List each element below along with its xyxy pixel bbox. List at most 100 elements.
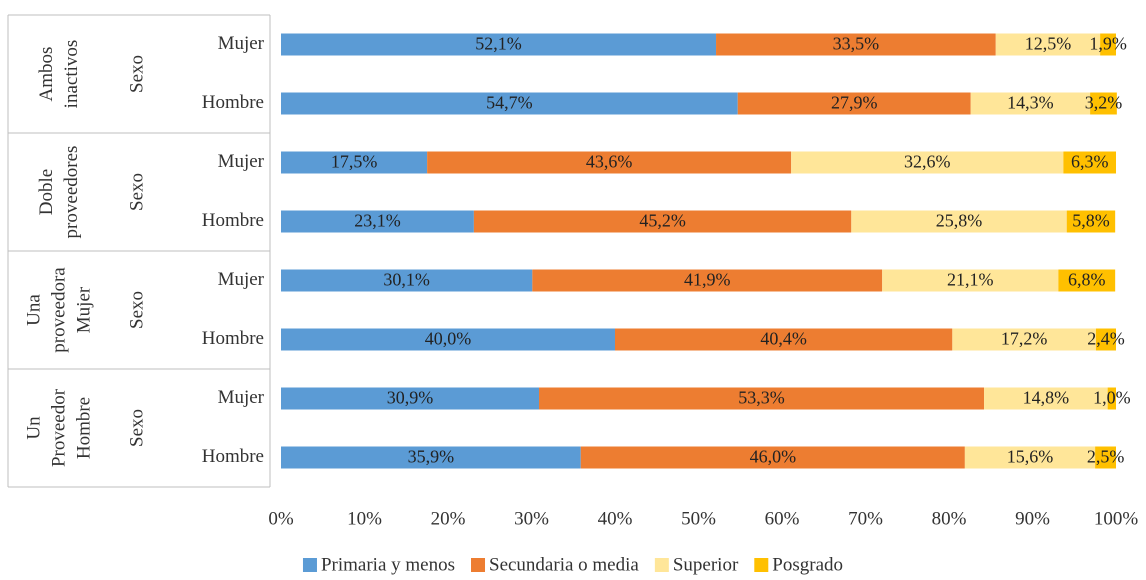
group-label: Doble — [36, 169, 57, 215]
data-label: 27,9% — [831, 93, 878, 113]
x-tick-label: 70% — [848, 508, 883, 529]
x-tick-label: 10% — [347, 508, 382, 529]
group-label: proveedora — [48, 267, 69, 353]
bar-segment — [427, 151, 792, 174]
data-label: 41,9% — [684, 270, 731, 290]
sublabel: Sexo — [126, 291, 147, 329]
legend-label: Posgrado — [772, 554, 843, 575]
data-label: 1,9% — [1089, 34, 1127, 54]
x-tick-label: 20% — [431, 508, 466, 529]
data-label: 23,1% — [354, 211, 401, 231]
data-label: 14,3% — [1007, 93, 1054, 113]
bar-segment — [882, 269, 1059, 292]
category-label: Hombre — [202, 210, 264, 231]
category-label: Hombre — [202, 446, 264, 467]
data-label: 1,0% — [1093, 388, 1131, 408]
x-tick-label: 50% — [681, 508, 716, 529]
bar-segment — [737, 92, 971, 115]
bar-segment — [970, 92, 1091, 115]
x-tick-label: 0% — [268, 508, 294, 529]
category-label: Mujer — [218, 269, 265, 290]
bar-segment — [1095, 446, 1116, 469]
bar-segment — [281, 210, 474, 233]
data-label: 30,1% — [383, 270, 430, 290]
data-label: 53,3% — [738, 388, 785, 408]
bar-segment — [473, 210, 852, 233]
category-label: Hombre — [202, 328, 264, 349]
x-tick-label: 30% — [514, 508, 549, 529]
bar-segment — [281, 92, 738, 115]
data-label: 3,2% — [1085, 93, 1123, 113]
bar-segment — [716, 33, 996, 56]
category-label: Hombre — [202, 92, 264, 113]
bar-segment — [1107, 387, 1116, 410]
data-label: 54,7% — [486, 93, 533, 113]
sublabel: Sexo — [126, 55, 147, 93]
data-label: 46,0% — [750, 447, 797, 467]
data-label: 30,9% — [387, 388, 434, 408]
x-tick-label: 80% — [932, 508, 967, 529]
bar-segment — [964, 446, 1096, 469]
category-label: Mujer — [218, 33, 265, 54]
data-label: 33,5% — [833, 34, 880, 54]
category-label: Mujer — [218, 151, 265, 172]
data-label: 12,5% — [1025, 34, 1072, 54]
sublabel: Sexo — [126, 409, 147, 447]
data-label: 35,9% — [408, 447, 455, 467]
group-label: Ambos — [36, 47, 57, 102]
bar-segment — [1100, 33, 1116, 56]
data-label: 40,4% — [760, 329, 807, 349]
bar-segment — [281, 387, 540, 410]
data-label: 40,0% — [425, 329, 472, 349]
legend-label: Primaria y menos — [321, 554, 455, 575]
bar-segment — [281, 328, 615, 351]
group-label: Hombre — [73, 397, 94, 459]
legend-swatch — [471, 558, 486, 572]
legend-label: Secundaria o media — [489, 554, 639, 575]
data-label: 2,4% — [1087, 329, 1125, 349]
data-label: 21,1% — [947, 270, 994, 290]
x-tick-label: 40% — [598, 508, 633, 529]
group-label: Un — [23, 416, 44, 440]
data-label: 15,6% — [1007, 447, 1054, 467]
bar-segment — [1066, 210, 1116, 233]
bar-segment — [532, 269, 883, 292]
data-label: 6,8% — [1068, 270, 1106, 290]
bar-segment — [791, 151, 1064, 174]
bar-segment — [952, 328, 1096, 351]
data-label: 17,2% — [1001, 329, 1048, 349]
legend-label: Superior — [673, 554, 739, 575]
bar-segment — [1058, 269, 1116, 292]
legend-swatch — [654, 558, 669, 572]
data-label: 2,5% — [1087, 447, 1125, 467]
group-label: Mujer — [73, 286, 94, 333]
bar-segment — [539, 387, 985, 410]
data-label: 43,6% — [586, 152, 633, 172]
data-label: 32,6% — [904, 152, 951, 172]
data-label: 5,8% — [1072, 211, 1110, 231]
group-label: inactivos — [61, 40, 82, 109]
legend-swatch — [302, 558, 317, 572]
legend: Primaria y menos Secundaria o media Superi… — [302, 554, 843, 575]
bar-segment — [995, 33, 1101, 56]
x-tick-label: 100% — [1094, 508, 1139, 529]
bar-segment — [281, 151, 428, 174]
sublabel: Sexo — [126, 173, 147, 211]
bar-segment — [1095, 328, 1116, 351]
category-label: Mujer — [218, 387, 265, 408]
legend-swatch — [754, 558, 769, 572]
bar-segment — [1090, 92, 1117, 115]
bar-segment — [580, 446, 965, 469]
x-tick-label: 60% — [765, 508, 800, 529]
group-label: Proveedor — [48, 388, 69, 467]
data-label: 25,8% — [936, 211, 983, 231]
data-label: 52,1% — [475, 34, 522, 54]
data-label: 17,5% — [331, 152, 378, 172]
bar-segment — [281, 33, 717, 56]
data-label: 14,8% — [1023, 388, 1070, 408]
x-tick-label: 90% — [1015, 508, 1050, 529]
group-label: Una — [23, 294, 44, 326]
bar-segment — [281, 446, 581, 469]
bar-segment — [984, 387, 1108, 410]
